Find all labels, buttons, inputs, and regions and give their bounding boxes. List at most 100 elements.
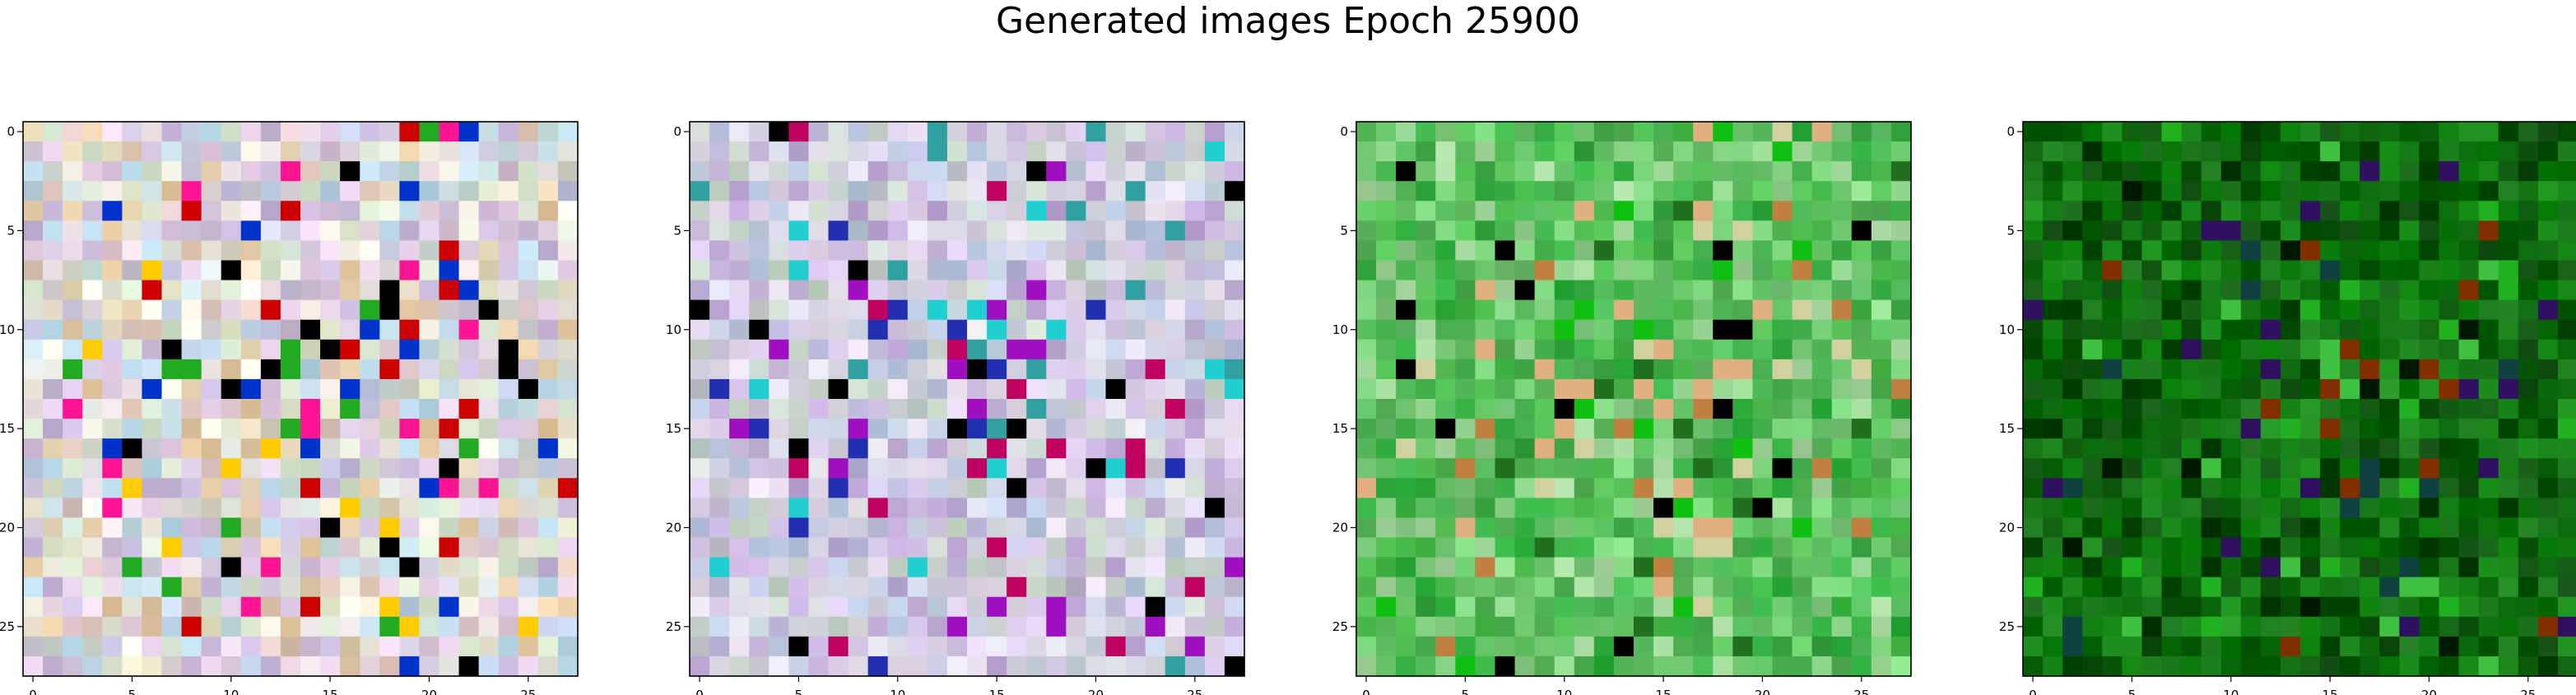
y-tick-label: 10 [0, 322, 15, 337]
pixel-cell [1204, 616, 1225, 637]
pixel-cell [690, 438, 710, 459]
pixel-cell [2320, 201, 2341, 221]
pixel-cell [2260, 359, 2281, 380]
pixel-cell [2419, 181, 2440, 202]
pixel-cell [2181, 220, 2202, 242]
pixel-cell [201, 399, 222, 419]
pixel-cell [2082, 122, 2103, 142]
pixel-cell [280, 280, 301, 301]
pixel-cell [142, 201, 163, 221]
pixel-cell [498, 339, 519, 360]
pixel-cell [518, 438, 539, 459]
pixel-cell [769, 220, 789, 242]
pixel-cell [1554, 656, 1575, 677]
pixel-cell [458, 359, 480, 380]
pixel-cell [2557, 596, 2576, 618]
pixel-cell [1593, 220, 1615, 242]
pixel-cell [1046, 141, 1067, 162]
pixel-cell [1653, 201, 1674, 221]
pixel-cell [2240, 557, 2262, 578]
pixel-cell [1184, 596, 1206, 618]
pixel-cell [260, 201, 281, 221]
pixel-cell [967, 616, 988, 637]
pixel-cell [439, 419, 460, 439]
pixel-cell [1831, 201, 1853, 221]
pixel-cell [280, 478, 301, 498]
pixel-cell [518, 419, 539, 439]
pixel-cell [867, 339, 889, 360]
pixel-cell [690, 498, 710, 519]
pixel-cell [1792, 616, 1813, 637]
pixel-cell [848, 378, 869, 400]
pixel-cell [1534, 220, 1555, 242]
pixel-cell [340, 596, 360, 618]
pixel-cell [1634, 478, 1654, 498]
pixel-cell [1396, 399, 1416, 419]
pixel-cell [2181, 517, 2202, 539]
pixel-cell [2379, 616, 2400, 637]
pixel-cell [2161, 240, 2183, 262]
pixel-cell [2260, 122, 2281, 142]
pixel-cell [1831, 478, 1853, 498]
pixel-cell [1613, 577, 1634, 598]
pixel-cell [709, 517, 730, 539]
pixel-cell [1125, 399, 1146, 419]
pixel-cell [690, 478, 710, 498]
pixel-cell [946, 339, 968, 360]
pixel-cell [2458, 517, 2480, 539]
pixel-cell [1831, 498, 1853, 519]
pixel-cell [2498, 458, 2519, 479]
pixel-cell [1455, 181, 1476, 202]
pixel-cell [458, 141, 480, 162]
pixel-cell [280, 616, 301, 637]
pixel-cell [1732, 517, 1754, 539]
pixel-cell [1165, 319, 1186, 341]
pixel-cell [907, 596, 928, 618]
pixel-cell [1713, 319, 1733, 341]
pixel-cell [1145, 478, 1166, 498]
pixel-cell [2498, 438, 2519, 459]
pixel-cell [2023, 378, 2044, 400]
pixel-cell [1613, 339, 1634, 360]
pixel-cell [478, 458, 500, 479]
pixel-cell [1890, 399, 1912, 419]
pixel-cell [2161, 656, 2183, 677]
pixel-cell [2518, 596, 2539, 618]
pixel-cell [1475, 419, 1496, 439]
pixel-cell [1693, 616, 1713, 637]
pixel-cell [1165, 399, 1186, 419]
pixel-cell [848, 537, 869, 558]
pixel-cell [1184, 141, 1206, 162]
pixel-cell [2300, 478, 2321, 498]
pixel-cell [788, 577, 810, 598]
pixel-cell [749, 220, 770, 242]
pixel-cell [142, 280, 163, 301]
pixel-cell [122, 458, 143, 479]
pixel-cell [1732, 260, 1754, 281]
pixel-cell [1634, 419, 1654, 439]
pixel-cell [122, 220, 143, 242]
pixel-cell [2379, 141, 2400, 162]
pixel-cell [340, 577, 360, 598]
pixel-cell [1224, 240, 1245, 262]
pixel-cell [63, 557, 83, 578]
pixel-cell [1455, 498, 1476, 519]
pixel-cell [2439, 656, 2460, 677]
pixel-cell [102, 616, 123, 637]
pixel-cell [102, 557, 123, 578]
y-tick-label: 25 [1999, 619, 2015, 634]
pixel-cell [2260, 498, 2281, 519]
pixel-cell [498, 201, 519, 221]
pixel-cell [828, 537, 849, 558]
pixel-cell [907, 201, 928, 221]
pixel-cell [1145, 359, 1166, 380]
pixel-cell [300, 299, 321, 321]
pixel-cell [2062, 240, 2083, 262]
pixel-cell [2102, 537, 2123, 558]
pixel-cell [280, 299, 301, 321]
pixel-cell [1871, 656, 1892, 677]
pixel-cell [907, 636, 928, 657]
pixel-cell [729, 498, 750, 519]
pixel-cell [63, 517, 83, 539]
pixel-cell [518, 260, 539, 281]
